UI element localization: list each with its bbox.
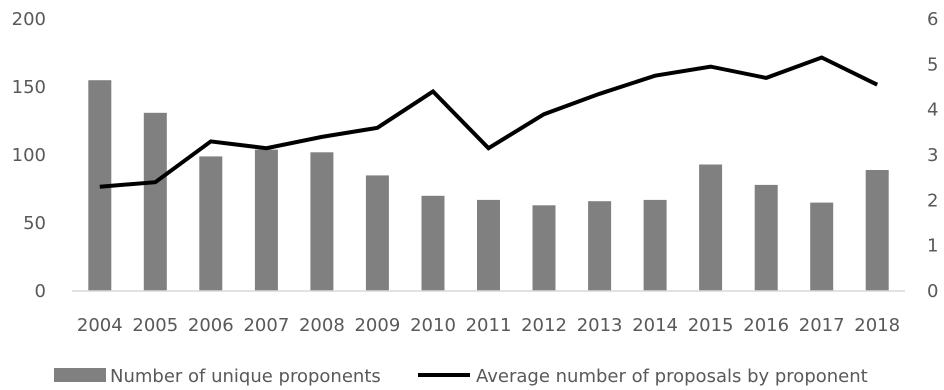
bar-series: [88, 80, 889, 291]
right-y-tick-label: 6: [927, 9, 938, 30]
bar-2014: [643, 199, 667, 291]
bar-2017: [810, 202, 834, 291]
left-y-tick-label: 0: [35, 281, 46, 302]
x-tick-label: 2008: [299, 315, 345, 336]
x-tick-label: 2013: [577, 315, 623, 336]
right-y-tick-label: 2: [927, 190, 938, 211]
x-tick-label: 2005: [132, 315, 178, 336]
bar-2006: [199, 156, 223, 291]
bar-2007: [254, 149, 278, 291]
bar-2008: [310, 152, 334, 291]
bar-2010: [421, 195, 445, 291]
right-y-tick-label: 0: [927, 281, 938, 302]
right-y-axis: 0 1 2 3 4 5 6: [927, 9, 938, 302]
x-axis: 2004 2005 2006 2007 2008 2009 2010 2011 2012 2013…: [77, 315, 900, 336]
bar-2018: [865, 170, 889, 291]
x-tick-label: 2017: [799, 315, 845, 336]
x-tick-label: 2012: [521, 315, 567, 336]
x-tick-label: 2015: [688, 315, 734, 336]
x-tick-label: 2007: [243, 315, 289, 336]
left-y-tick-label: 200: [12, 9, 46, 30]
bar-2013: [588, 201, 612, 291]
right-y-tick-label: 5: [927, 54, 938, 75]
bar-2016: [754, 184, 778, 291]
x-tick-label: 2009: [354, 315, 400, 336]
right-y-tick-label: 1: [927, 236, 938, 257]
left-y-tick-label: 50: [23, 213, 46, 234]
bar-2011: [477, 199, 500, 291]
bar-2012: [532, 205, 556, 291]
legend-line-label: Average number of proposals by proponent: [476, 366, 868, 387]
x-tick-label: 2006: [188, 315, 234, 336]
legend-bar-swatch: [54, 368, 106, 382]
average-proposals-line: [99, 55, 879, 189]
legend-bar-label: Number of unique proponents: [110, 366, 381, 387]
left-y-tick-label: 100: [12, 145, 46, 166]
right-y-tick-label: 4: [927, 100, 938, 121]
bar-2009: [365, 175, 389, 291]
bar-2015: [699, 164, 723, 291]
x-tick-label: 2004: [77, 315, 123, 336]
legend: Number of unique proponents Average numb…: [54, 366, 868, 387]
x-tick-label: 2010: [410, 315, 456, 336]
line-series: [99, 55, 879, 189]
bar-2005: [143, 112, 167, 291]
x-tick-label: 2014: [632, 315, 678, 336]
right-y-tick-label: 3: [927, 145, 938, 166]
x-tick-label: 2018: [854, 315, 900, 336]
left-y-axis: 0 50 100 150 200: [12, 9, 46, 302]
left-y-tick-label: 150: [12, 77, 46, 98]
x-tick-label: 2016: [743, 315, 789, 336]
x-tick-label: 2011: [466, 315, 512, 336]
